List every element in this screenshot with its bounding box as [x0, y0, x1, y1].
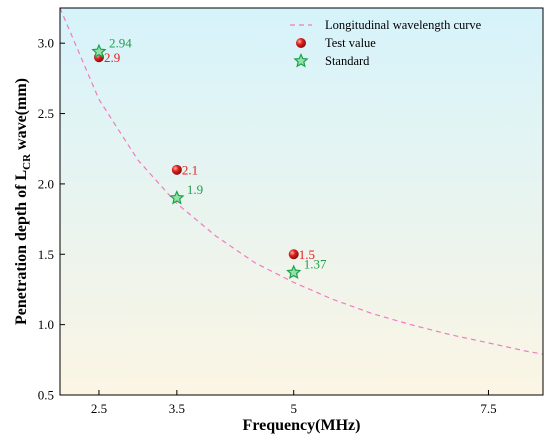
plot-frame: [59, 7, 544, 396]
plot-area: [60, 8, 543, 395]
legend-test-value-label: Test value: [325, 36, 376, 50]
test-value-label: 1.5: [299, 247, 315, 262]
x-axis-title: Frequency(MHz): [243, 417, 361, 434]
legend: Longitudinal wavelength curve Test value S…: [290, 18, 482, 68]
standard-point: [169, 189, 185, 205]
marker-layer: 2.9 2.1 1.5 2.94 1.9 1.37: [91, 36, 327, 280]
legend-standard-swatch: [293, 52, 309, 68]
y-tick-label: 1.0: [38, 317, 54, 332]
test-value-point: [288, 249, 299, 260]
standard-point: [286, 264, 302, 280]
standard-label: 2.94: [109, 36, 132, 51]
y-tick-label: 0.5: [38, 388, 54, 403]
x-tick-label: 5: [290, 401, 297, 416]
longitudinal-wavelength-curve: [59, 7, 544, 355]
x-tick-label: 7.5: [480, 401, 496, 416]
curve-layer: [59, 7, 544, 355]
standard-label: 1.9: [187, 182, 203, 197]
y-axis-title-subscript: CR: [21, 153, 33, 170]
y-axis-title: Penetration depth of LCR wave(mm): [13, 78, 33, 325]
y-tick-label: 2.0: [38, 176, 54, 191]
x-tick-label: 2.5: [91, 401, 107, 416]
test-value-label: 2.9: [104, 50, 120, 65]
standard-label: 1.37: [304, 257, 327, 272]
axis-layer: 2.5 3.5 5 7.5 0.5 1.0 1.5 2.0 2.5 3.0: [38, 36, 497, 416]
legend-test-value-swatch: [296, 38, 306, 48]
y-tick-label: 2.5: [38, 106, 54, 121]
y-axis-title-tail: wave(mm): [13, 78, 30, 154]
y-tick-label: 3.0: [38, 36, 54, 51]
y-axis-title-main: Penetration depth of L: [13, 170, 30, 325]
test-value-point: [171, 164, 182, 175]
y-tick-label: 1.5: [38, 247, 54, 262]
legend-curve-label: Longitudinal wavelength curve: [325, 18, 482, 32]
test-value-label: 2.1: [182, 162, 198, 177]
legend-standard-label: Standard: [325, 54, 370, 68]
x-tick-label: 3.5: [169, 401, 185, 416]
standard-point: [91, 43, 107, 59]
